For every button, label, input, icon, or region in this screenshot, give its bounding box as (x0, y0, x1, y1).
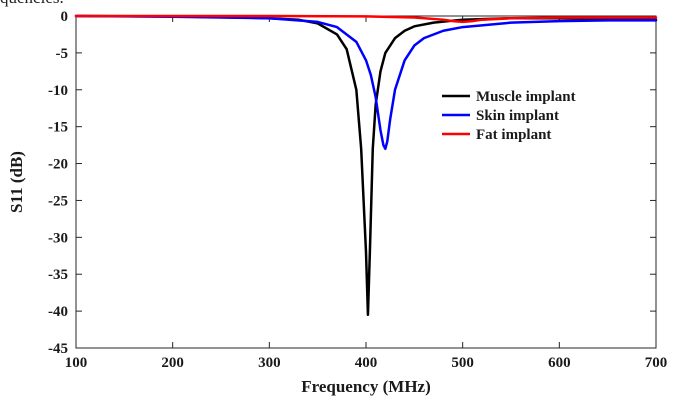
y-axis-label: S11 (dB) (7, 151, 26, 213)
y-tick-label: 0 (61, 9, 69, 25)
y-tick-label: -10 (48, 83, 68, 99)
x-axis-label: Frequency (MHz) (301, 377, 431, 396)
y-tick-label: -25 (48, 193, 68, 209)
y-tick-label: -45 (48, 341, 68, 357)
tick-labels: 100 200 300 400 500 600 700 0 -5 -10 -15 -20 -25 -30 -… (48, 9, 667, 371)
plot-area (75, 15, 657, 349)
x-tick-label: 400 (355, 355, 378, 371)
y-tick-label: -15 (48, 120, 68, 136)
legend: Muscle implant Skin implant Fat implant (442, 89, 576, 143)
series-line-muscle-implant (74, 14, 658, 317)
x-tick-label: 700 (645, 355, 668, 371)
series-line-skin-implant (74, 14, 658, 151)
y-tick-label: -5 (56, 46, 69, 62)
y-tick-label: -35 (48, 267, 68, 283)
series-line-fat-implant (74, 14, 658, 24)
x-tick-label: 500 (451, 355, 474, 371)
series-group (74, 14, 658, 317)
legend-label: Muscle implant (476, 89, 576, 105)
y-tick-label: -40 (48, 304, 68, 320)
x-tick-label: 300 (258, 355, 281, 371)
legend-label: Skin implant (476, 108, 559, 124)
x-tick-label: 100 (65, 355, 88, 371)
caption-fragment: quencies. (0, 0, 64, 8)
y-tick-label: -20 (48, 157, 68, 173)
x-tick-label: 600 (548, 355, 571, 371)
legend-label: Fat implant (476, 127, 551, 143)
y-tick-label: -30 (48, 230, 68, 246)
x-tick-label: 200 (161, 355, 184, 371)
